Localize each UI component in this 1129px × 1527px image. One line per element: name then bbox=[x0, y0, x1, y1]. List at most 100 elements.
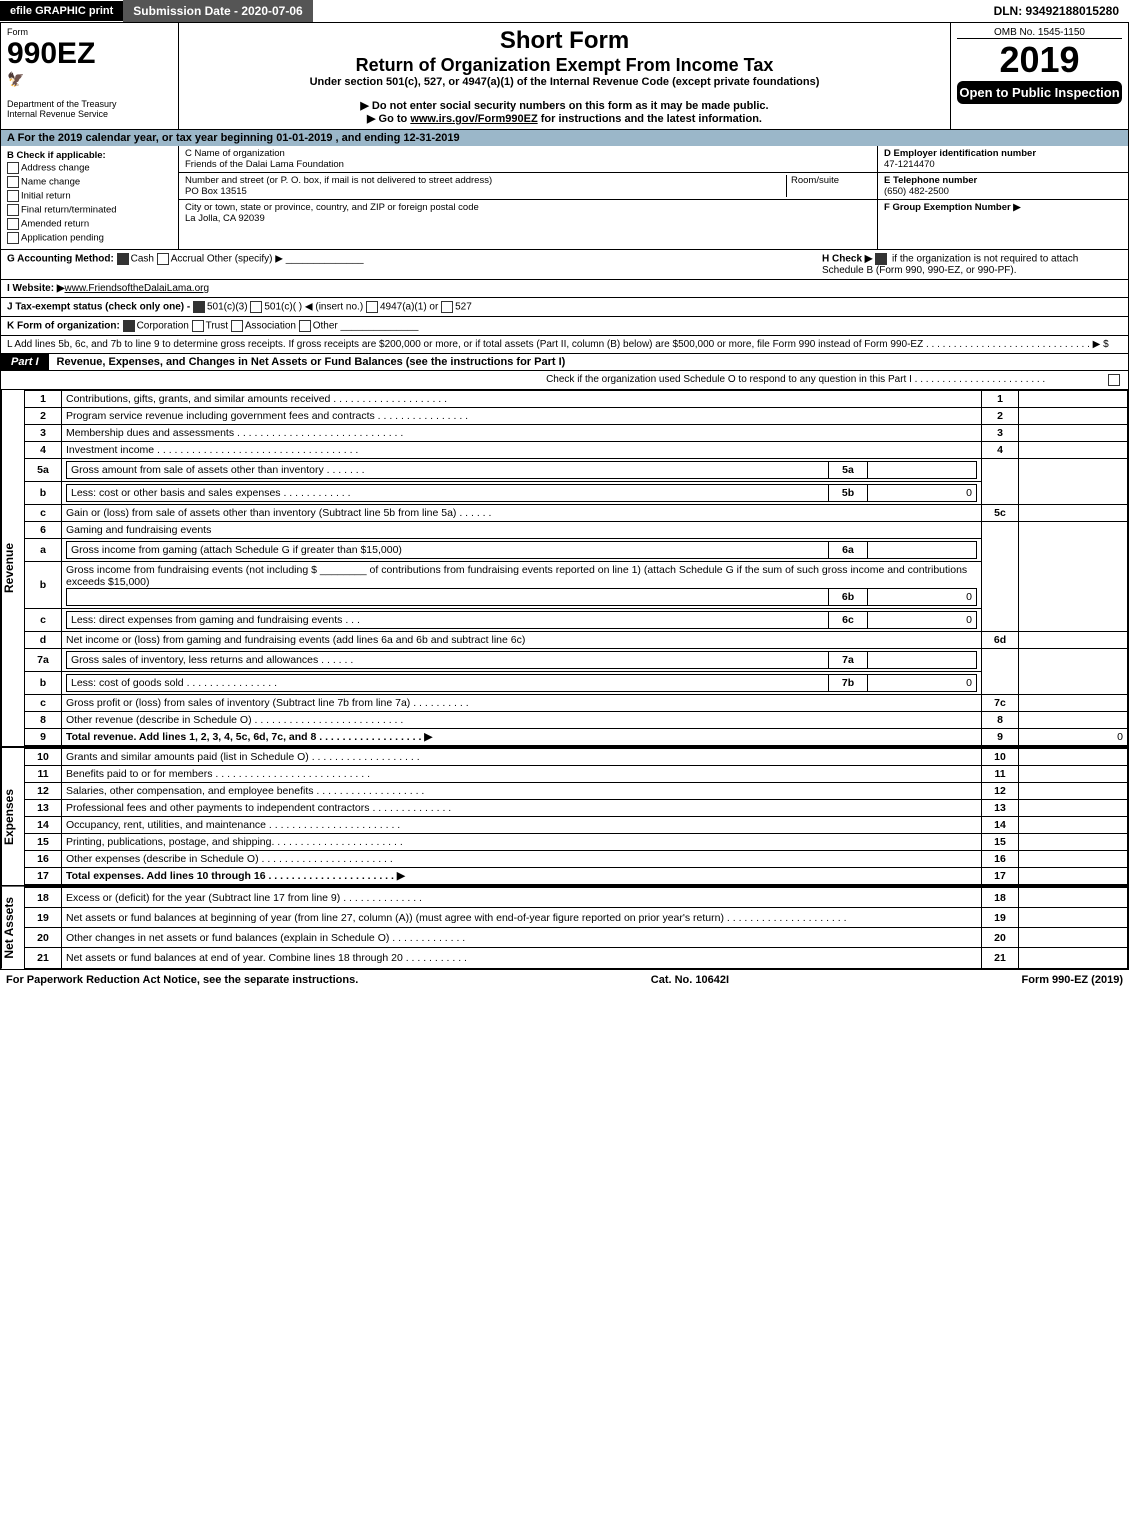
line-18: Excess or (deficit) for the year (Subtra… bbox=[62, 888, 982, 908]
e-label: E Telephone number bbox=[884, 175, 977, 186]
website-link[interactable]: www.FriendsoftheDalaiLama.org bbox=[65, 283, 210, 294]
chk-assoc[interactable] bbox=[231, 320, 243, 332]
box-b-title: B Check if applicable: bbox=[7, 150, 106, 161]
line-14: Occupancy, rent, utilities, and maintena… bbox=[62, 817, 982, 834]
lbl-trust: Trust bbox=[206, 321, 228, 332]
l-text: L Add lines 5b, 6c, and 7b to line 9 to … bbox=[7, 339, 1109, 350]
line-20: Other changes in net assets or fund bala… bbox=[62, 928, 982, 948]
open-to-public: Open to Public Inspection bbox=[957, 81, 1122, 104]
revenue-section: Revenue 1Contributions, gifts, grants, a… bbox=[0, 390, 1129, 746]
form-word: Form bbox=[7, 27, 172, 37]
room-suite: Room/suite bbox=[786, 175, 871, 197]
title-return: Return of Organization Exempt From Incom… bbox=[185, 55, 944, 76]
lbl-initial-return: Initial return bbox=[21, 191, 71, 202]
irs-link[interactable]: www.irs.gov/Form990EZ bbox=[410, 113, 537, 125]
chk-address-change[interactable] bbox=[7, 162, 19, 174]
chk-schedule-o[interactable] bbox=[1108, 374, 1120, 386]
expenses-table: 10Grants and similar amounts paid (list … bbox=[24, 748, 1128, 885]
line-5b: Less: cost or other basis and sales expe… bbox=[67, 485, 829, 502]
line-7c: Gross profit or (loss) from sales of inv… bbox=[62, 695, 982, 712]
chk-final-return[interactable] bbox=[7, 204, 19, 216]
h-label: H Check ▶ bbox=[822, 254, 872, 265]
form-header: Form 990EZ 🦅 Department of the Treasury … bbox=[0, 22, 1129, 130]
submission-tab: Submission Date - 2020-07-06 bbox=[123, 0, 312, 22]
chk-application-pending[interactable] bbox=[7, 232, 19, 244]
efile-tab[interactable]: efile GRAPHIC print bbox=[0, 1, 123, 21]
expenses-side-tab: Expenses bbox=[1, 748, 24, 885]
chk-501c[interactable] bbox=[250, 301, 262, 313]
line-5c: Gain or (loss) from sale of assets other… bbox=[62, 505, 982, 522]
entity-box: B Check if applicable: Address change Na… bbox=[0, 146, 1129, 250]
line-2: Program service revenue including govern… bbox=[62, 408, 982, 425]
row-k: K Form of organization: Corporation Trus… bbox=[0, 317, 1129, 336]
footer-center: Cat. No. 10642I bbox=[651, 974, 729, 986]
part1-check-o: Check if the organization used Schedule … bbox=[0, 371, 1129, 390]
chk-accrual[interactable] bbox=[157, 253, 169, 265]
chk-other-org[interactable] bbox=[299, 320, 311, 332]
c-label: C Name of organization bbox=[185, 148, 285, 159]
instr-link: ▶ Go to www.irs.gov/Form990EZ for instru… bbox=[185, 112, 944, 125]
line-11: Benefits paid to or for members . . . . … bbox=[62, 766, 982, 783]
k-label: K Form of organization: bbox=[7, 321, 120, 332]
box-c: C Name of organizationFriends of the Dal… bbox=[179, 146, 877, 249]
dln-label: DLN: 93492188015280 bbox=[994, 4, 1129, 18]
line-4: Investment income . . . . . . . . . . . … bbox=[62, 442, 982, 459]
lbl-4947: 4947(a)(1) or bbox=[380, 302, 438, 313]
box-d: D Employer identification number47-12144… bbox=[877, 146, 1128, 249]
chk-4947[interactable] bbox=[366, 301, 378, 313]
chk-527[interactable] bbox=[441, 301, 453, 313]
footer-right: Form 990-EZ (2019) bbox=[1022, 974, 1123, 986]
check-o-text: Check if the organization used Schedule … bbox=[546, 374, 1045, 386]
chk-h[interactable] bbox=[875, 253, 887, 265]
val-5b: 0 bbox=[868, 485, 977, 502]
tax-year: 2019 bbox=[957, 39, 1122, 81]
dept-label: Department of the Treasury bbox=[7, 99, 172, 109]
ein-val: 47-1214470 bbox=[884, 159, 935, 170]
lbl-address-change: Address change bbox=[21, 163, 90, 174]
box-b: B Check if applicable: Address change Na… bbox=[1, 146, 179, 249]
chk-initial-return[interactable] bbox=[7, 190, 19, 202]
chk-name-change[interactable] bbox=[7, 176, 19, 188]
form-number: 990EZ bbox=[7, 37, 172, 71]
city-label: City or town, state or province, country… bbox=[185, 202, 479, 213]
chk-amended-return[interactable] bbox=[7, 218, 19, 230]
chk-corp[interactable] bbox=[123, 320, 135, 332]
line-16: Other expenses (describe in Schedule O) … bbox=[62, 851, 982, 868]
line-5a: Gross amount from sale of assets other t… bbox=[67, 462, 829, 479]
d-label: D Employer identification number bbox=[884, 148, 1036, 159]
street-val: PO Box 13515 bbox=[185, 186, 247, 197]
lbl-501c3: 501(c)(3) bbox=[207, 302, 248, 313]
lbl-amended-return: Amended return bbox=[21, 219, 89, 230]
line-10: Grants and similar amounts paid (list in… bbox=[62, 749, 982, 766]
chk-trust[interactable] bbox=[192, 320, 204, 332]
line-6b-pre: Gross income from fundraising events (no… bbox=[66, 564, 317, 576]
chk-501c3[interactable] bbox=[193, 301, 205, 313]
val-6b: 0 bbox=[868, 589, 977, 606]
lbl-501c: 501(c)( ) ◀ (insert no.) bbox=[264, 302, 363, 313]
revenue-side-tab: Revenue bbox=[1, 390, 24, 746]
lbl-accrual: Accrual bbox=[171, 254, 204, 265]
page-footer: For Paperwork Reduction Act Notice, see … bbox=[0, 970, 1129, 990]
chk-cash[interactable] bbox=[117, 253, 129, 265]
line-21: Net assets or fund balances at end of ye… bbox=[62, 948, 982, 968]
lbl-other-method: Other (specify) ▶ bbox=[207, 254, 283, 265]
line-8: Other revenue (describe in Schedule O) .… bbox=[62, 712, 982, 729]
line-17: Total expenses. Add lines 10 through 16 … bbox=[66, 870, 405, 882]
revenue-table: 1Contributions, gifts, grants, and simil… bbox=[24, 390, 1128, 746]
line-6c: Less: direct expenses from gaming and fu… bbox=[67, 612, 829, 629]
j-label: J Tax-exempt status (check only one) - bbox=[7, 302, 190, 313]
f-label: F Group Exemption Number ▶ bbox=[884, 202, 1021, 213]
row-a-period: A For the 2019 calendar year, or tax yea… bbox=[0, 130, 1129, 146]
row-l: L Add lines 5b, 6c, and 7b to line 9 to … bbox=[0, 336, 1129, 354]
title-short-form: Short Form bbox=[185, 27, 944, 55]
phone-val: (650) 482-2500 bbox=[884, 186, 949, 197]
line-3: Membership dues and assessments . . . . … bbox=[62, 425, 982, 442]
line-13: Professional fees and other payments to … bbox=[62, 800, 982, 817]
netassets-side-tab: Net Assets bbox=[1, 887, 24, 969]
street-label: Number and street (or P. O. box, if mail… bbox=[185, 175, 492, 186]
line-6: Gaming and fundraising events bbox=[62, 522, 982, 539]
lbl-assoc: Association bbox=[245, 321, 296, 332]
row-i: I Website: ▶www.FriendsoftheDalaiLama.or… bbox=[0, 280, 1129, 298]
org-name: Friends of the Dalai Lama Foundation bbox=[185, 159, 344, 170]
lbl-527: 527 bbox=[455, 302, 472, 313]
